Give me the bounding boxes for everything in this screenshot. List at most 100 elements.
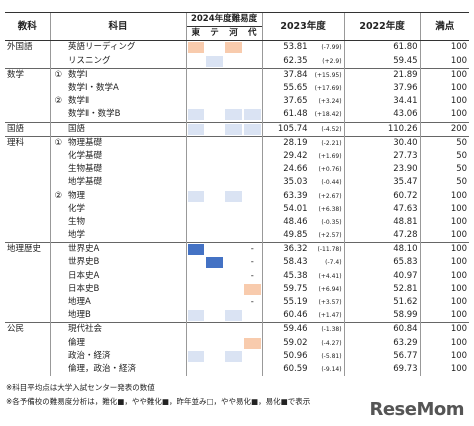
row: 国語 国語 105.74 (-4.52) 110.26 200 — [5, 121, 470, 137]
full-score: 100 — [419, 215, 470, 229]
score: 37.84 — [283, 69, 308, 80]
difficulty-cell — [224, 229, 243, 243]
difficulty-cell — [185, 121, 206, 137]
difficulty-cell — [185, 67, 206, 82]
difficulty-mark — [244, 123, 261, 135]
group — [5, 150, 50, 163]
difficulty-cell — [224, 189, 243, 202]
difficulty-cell — [224, 163, 243, 176]
subject: 現代社会 — [66, 322, 187, 337]
full-score: 100 — [419, 242, 470, 257]
change: (-1.38) — [321, 326, 342, 334]
row: 地理B 60.46 (+1.47) 58.99 100 — [5, 309, 470, 323]
group — [5, 108, 50, 122]
group: 理科 — [5, 135, 50, 150]
difficulty-mark — [187, 310, 205, 322]
score-2023: 24.66 (+0.76) — [261, 163, 345, 177]
score-2023: 105.74 (-4.52) — [261, 121, 345, 137]
subject: 物理基礎 — [66, 135, 187, 150]
difficulty-cell — [224, 121, 244, 137]
score-2023: 63.39 (+2.67) — [261, 189, 345, 203]
marker — [49, 269, 66, 283]
change: (+2.57) — [318, 232, 342, 240]
full-score: 100 — [419, 336, 470, 350]
subject: 化学 — [68, 203, 86, 214]
difficulty-mark — [206, 55, 224, 67]
row: 生物基礎 24.66 (+0.76) 23.90 50 — [5, 163, 470, 177]
difficulty-mark — [187, 350, 205, 362]
difficulty-cell — [224, 242, 244, 257]
difficulty-cell — [205, 150, 224, 163]
full-score: 50 — [419, 149, 470, 164]
subject: 生物基礎 — [68, 164, 103, 175]
score-2023: 60.46 (+1.47) — [261, 309, 345, 323]
difficulty-cell — [224, 95, 243, 108]
subject: 数学Ⅱ・数学B — [68, 109, 121, 120]
score-2023: 29.42 (+1.69) — [261, 149, 345, 164]
difficulty-cell — [185, 54, 206, 69]
score-2022: 60.84 — [343, 322, 421, 337]
marker — [49, 336, 66, 350]
difficulty-mark — [244, 337, 261, 349]
difficulty-cell — [243, 135, 263, 150]
score: 105.74 — [277, 123, 308, 134]
difficulty-cell — [224, 108, 243, 122]
score-table: 教科 科目 2024年度難易度 2023年度 2022年度 満点 東テ河代 外国… — [5, 11, 470, 377]
difficulty-cell — [205, 309, 224, 323]
score-2022: 59.45 — [343, 54, 421, 69]
header-2022: 2022年度 — [343, 11, 421, 42]
subject: 日本史A — [68, 270, 100, 281]
row: 公民 現代社会 59.46 (-1.38) 60.84 100 — [5, 322, 470, 337]
score-2022: 37.96 — [343, 81, 421, 96]
row: リスニング 62.35 (+2.9) 59.45 100 — [5, 54, 470, 69]
row: 理科 ① 物理基礎 28.19 (-2.21) 30.40 50 — [5, 135, 470, 150]
difficulty-cell — [185, 282, 206, 296]
change: (-4.27) — [321, 339, 342, 347]
group — [5, 216, 50, 229]
difficulty-cell — [205, 108, 224, 122]
difficulty-cell — [243, 150, 262, 163]
difficulty-cell — [224, 322, 244, 337]
difficulty-cell — [185, 256, 206, 270]
note: ※各予備校の難易度分析は，難化■，やや難化■，昨年並み□，やや易化■，易化■で表… — [6, 397, 311, 406]
row: 日本史B 59.75 (+6.94) 52.81 100 — [5, 282, 470, 296]
row: 日本史A - 45.38 (+4.41) 40.97 100 — [5, 269, 470, 283]
score-2022: 47.63 — [343, 202, 421, 216]
difficulty-mark — [225, 310, 243, 322]
full-score: 100 — [419, 95, 470, 109]
score-2023: 59.46 (-1.38) — [261, 322, 345, 337]
difficulty-cell — [205, 350, 224, 363]
table-wrap: 教科 科目 2024年度難易度 2023年度 2022年度 満点 東テ河代 外国… — [5, 11, 470, 377]
difficulty-cell — [243, 309, 262, 323]
header-group: 教科 — [5, 11, 50, 42]
difficulty-cell — [243, 203, 262, 216]
row: 化学 54.01 (+6.38) 47.63 100 — [5, 202, 470, 216]
marker — [49, 163, 66, 177]
row: 数学Ⅰ・数学A 55.65 (+17.69) 37.96 100 — [5, 81, 470, 96]
difficulty-cell — [185, 108, 206, 122]
difficulty-cell — [185, 242, 206, 257]
score-2023: 58.43 (-7.4) — [261, 256, 345, 270]
difficulty-cell — [205, 229, 224, 243]
full-score: 50 — [419, 135, 470, 150]
score-2022: 69.73 — [343, 362, 421, 377]
full-score: 100 — [419, 81, 470, 96]
difficulty-cell — [205, 363, 224, 376]
marker — [49, 349, 66, 363]
group — [5, 283, 50, 296]
group: 地理歴史 — [5, 242, 50, 257]
row: 地学基礎 35.03 (-0.44) 35.47 50 — [5, 176, 470, 190]
full-score: 100 — [419, 362, 470, 377]
difficulty-cell — [243, 216, 262, 229]
difficulty-cell — [243, 322, 263, 337]
score-2022: 51.62 — [343, 295, 421, 310]
difficulty-cell — [224, 135, 244, 150]
score-2022: 27.73 — [343, 149, 421, 164]
change: (-9.14) — [321, 365, 342, 373]
row: 倫理 59.02 (-4.27) 63.29 100 — [5, 336, 470, 350]
marker — [49, 322, 66, 337]
score-2022: 63.29 — [343, 336, 421, 350]
difficulty-cell — [243, 189, 262, 202]
change: (-7.4) — [325, 259, 342, 267]
